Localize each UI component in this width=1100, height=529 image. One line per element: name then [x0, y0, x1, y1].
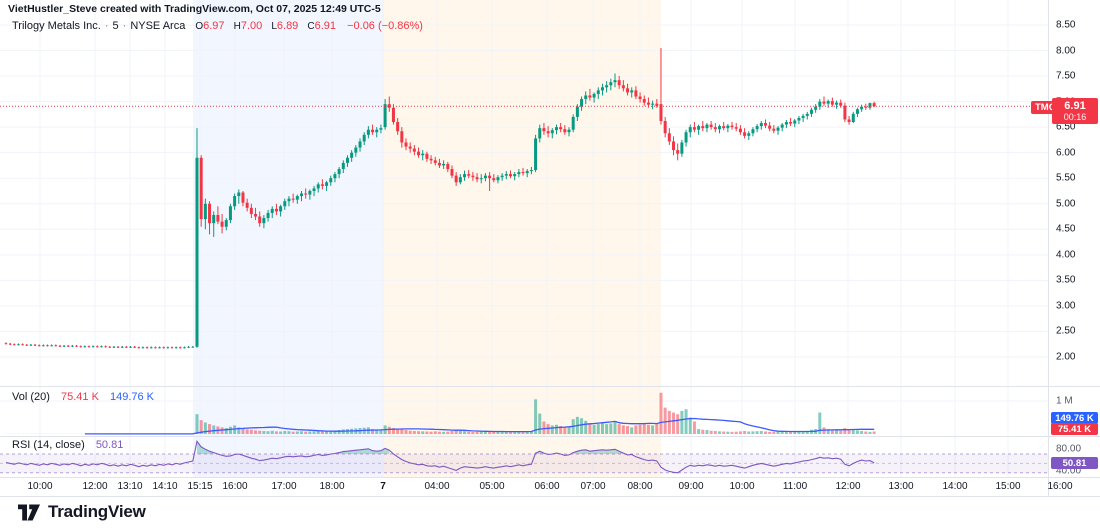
tradingview-logo-text: TradingView: [48, 502, 146, 521]
separator-dot: ·: [122, 20, 127, 32]
indicator-axis-label: 80.00: [1056, 443, 1082, 455]
symbol-interval: 5: [112, 20, 119, 32]
time-axis-label: 09:00: [678, 481, 704, 492]
price-axis-label: 7.50: [1056, 70, 1076, 82]
volume-ma-value: 149.76 K: [109, 391, 155, 403]
time-axis-label: 12:00: [82, 481, 108, 492]
price-axis-label: 2.00: [1056, 351, 1076, 363]
indicator-value-box: 50.81: [1051, 457, 1098, 469]
price-axis-label: 3.50: [1056, 274, 1076, 286]
time-axis-label: 14:00: [942, 481, 968, 492]
volume-legend-label: Vol (20): [12, 391, 50, 403]
time-axis-label: 16:00: [222, 481, 248, 492]
symbol-exchange: NYSE Arca: [130, 20, 186, 32]
time-axis-label: 05:00: [479, 481, 505, 492]
price-axis-label: 8.50: [1056, 19, 1076, 31]
price-axis-label: 8.00: [1056, 45, 1076, 57]
symbol-legend: Trilogy Metals Inc. · 5 · NYSE Arca O6.97 H7.…: [12, 20, 423, 32]
rsi-legend-label: RSI (14, close): [12, 439, 85, 451]
ohlc-open: O6.97: [195, 20, 225, 32]
price-axis-label: 6.50: [1056, 121, 1076, 133]
price-axis-label: 5.00: [1056, 198, 1076, 210]
price-axis-label: 6.00: [1056, 147, 1076, 159]
price-axis-label: 5.50: [1056, 172, 1076, 184]
rsi-current-value: 50.81: [95, 439, 124, 451]
ohlc-low: L6.89: [271, 20, 299, 32]
time-axis-label: 04:00: [424, 481, 450, 492]
time-axis-label: 12:00: [835, 481, 861, 492]
time-axis-label: 11:00: [782, 481, 808, 492]
indicator-value-box: 149.76 K: [1051, 412, 1098, 424]
change-value: −0.06 (−0.86%): [347, 20, 423, 32]
tradingview-logo[interactable]: TradingView: [17, 502, 146, 522]
chart-canvas: [0, 0, 1048, 477]
time-axis-label: 07:00: [580, 481, 606, 492]
time-axis-label: 08:00: [627, 481, 653, 492]
indicator-value-box: 75.41 K: [1051, 423, 1098, 435]
price-axis-label: 4.50: [1056, 223, 1076, 235]
attribution-text: VietHustler_Steve created with TradingVi…: [8, 3, 381, 15]
volume-legend: Vol (20) 75.41 K 149.76 K: [12, 391, 154, 403]
time-axis-label: 13:10: [117, 481, 143, 492]
indicator-axis-label: 1 M: [1056, 395, 1073, 407]
time-axis-label: 13:00: [888, 481, 914, 492]
pane-separator-rsi: [0, 436, 1100, 437]
price-axis-label: 2.50: [1056, 325, 1076, 337]
tradingview-logo-icon: [18, 504, 40, 520]
ohlc-close: C6.91: [307, 20, 337, 32]
time-axis-label: 15:15: [187, 481, 213, 492]
volume-current-value: 75.41 K: [60, 391, 99, 403]
time-axis-separator: [0, 477, 1100, 478]
time-axis-label: 14:10: [152, 481, 178, 492]
price-axis-label: 4.00: [1056, 249, 1076, 261]
footer-separator: [0, 496, 1100, 497]
ohlc-high: H7.00: [233, 20, 263, 32]
pane-separator-volume: [0, 386, 1100, 387]
rsi-legend: RSI (14, close) 50.81: [12, 439, 123, 451]
time-axis-label: 16:00: [1047, 481, 1073, 492]
separator-dot: ·: [104, 20, 109, 32]
time-axis-label: 15:00: [995, 481, 1021, 492]
symbol-title: Trilogy Metals Inc.: [12, 20, 101, 32]
time-axis-label: 18:00: [319, 481, 345, 492]
time-axis-label: 10:00: [27, 481, 53, 492]
time-axis-label: 06:00: [534, 481, 560, 492]
last-price-value: 6.91: [1064, 100, 1086, 112]
price-axis-separator: [1048, 0, 1049, 496]
time-axis-label: 10:00: [729, 481, 755, 492]
time-axis-label: 17:00: [271, 481, 297, 492]
indicator-axis-label: 40.00: [1056, 465, 1082, 477]
time-axis-day-label: 7: [380, 481, 386, 492]
price-axis-label: 3.00: [1056, 300, 1076, 312]
last-price-label: 6.91 00:16: [1052, 98, 1098, 124]
bar-countdown: 00:16: [1063, 112, 1087, 122]
